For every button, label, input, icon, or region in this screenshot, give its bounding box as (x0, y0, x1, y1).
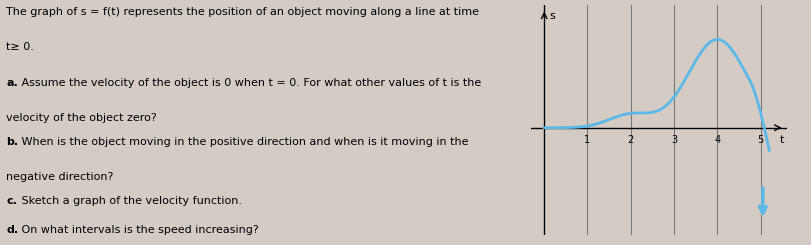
Text: Assume the velocity of the object is 0 when t = 0. For what other values of t is: Assume the velocity of the object is 0 w… (18, 78, 481, 88)
Text: 2: 2 (628, 135, 634, 145)
Text: velocity of the object zero?: velocity of the object zero? (6, 113, 157, 123)
Text: The graph of s = f(t) represents the position of an object moving along a line a: The graph of s = f(t) represents the pos… (6, 7, 479, 17)
Text: d.: d. (6, 225, 19, 235)
Text: 1: 1 (585, 135, 590, 145)
Text: negative direction?: negative direction? (6, 172, 114, 182)
Text: a.: a. (6, 78, 18, 88)
Text: When is the object moving in the positive direction and when is it moving in the: When is the object moving in the positiv… (18, 137, 468, 147)
Text: t: t (780, 135, 784, 145)
Text: c.: c. (6, 196, 17, 206)
Text: b.: b. (6, 137, 19, 147)
Text: 4: 4 (714, 135, 720, 145)
Text: On what intervals is the speed increasing?: On what intervals is the speed increasin… (18, 225, 259, 235)
Text: Sketch a graph of the velocity function.: Sketch a graph of the velocity function. (18, 196, 242, 206)
Text: 5: 5 (757, 135, 764, 145)
Text: 3: 3 (671, 135, 677, 145)
Text: s: s (550, 11, 556, 21)
Text: t≥ 0.: t≥ 0. (6, 42, 34, 52)
